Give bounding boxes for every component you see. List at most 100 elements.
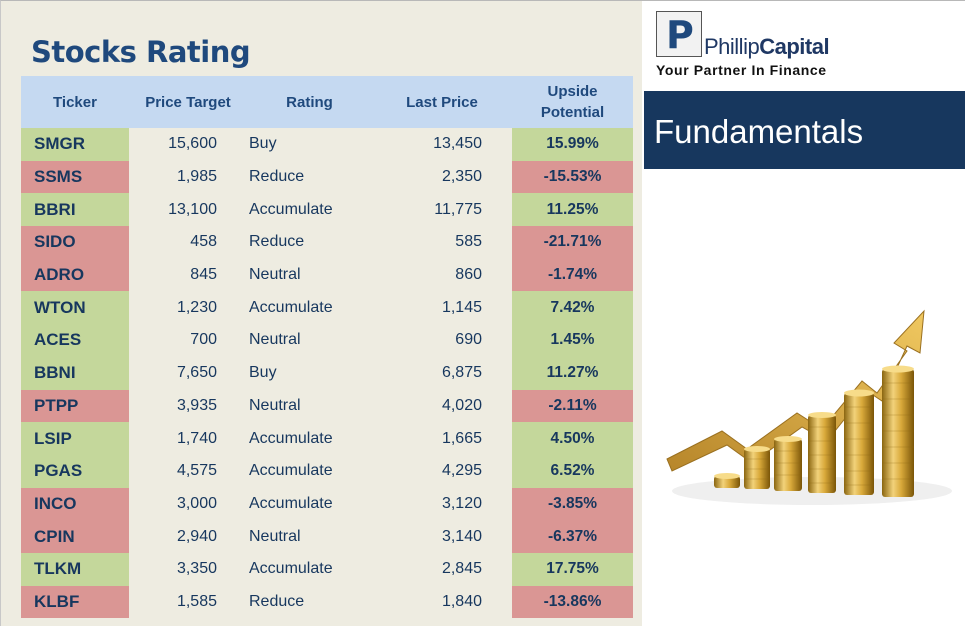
last-price-cell: 860 <box>455 266 482 284</box>
upside-potential-cell: -6.37% <box>512 520 633 553</box>
table-row: BBNI 7,650 Buy 6,875 11.27% <box>21 356 633 390</box>
rating-cell: Accumulate <box>249 494 333 512</box>
price-target-cell: 1,740 <box>176 429 217 447</box>
ticker-cell: SIDO <box>21 226 129 259</box>
logo-letter: P <box>666 13 694 57</box>
last-price-cell: 1,665 <box>441 429 482 447</box>
ticker-cell: SMGR <box>21 128 129 161</box>
rating-cell: Neutral <box>249 396 301 414</box>
phillipcapital-logo: P <box>656 11 702 57</box>
coin-stacks <box>714 365 914 497</box>
table-body: SMGR 15,600 Buy 13,450 15.99% SSMS 1,985 Reduce… <box>21 128 633 619</box>
header-rating: Rating <box>247 76 372 128</box>
last-price-cell: 2,350 <box>441 168 482 186</box>
table-row: CPIN 2,940 Neutral 3,140 -6.37% <box>21 520 633 553</box>
ticker-cell: INCO <box>21 487 129 521</box>
page-title: Stocks Rating <box>31 35 251 69</box>
price-target-cell: 13,100 <box>168 200 217 218</box>
rating-cell: Accumulate <box>249 429 333 447</box>
upside-potential-cell: 4.50% <box>512 422 633 455</box>
table-row: PGAS 4,575 Accumulate 4,295 6.52% <box>21 454 633 488</box>
table-row: SIDO 458 Reduce 585 -21.71% <box>21 226 633 259</box>
ticker-cell: BBRI <box>21 193 129 227</box>
ticker-cell: ACES <box>21 324 129 357</box>
rating-cell: Neutral <box>249 331 301 349</box>
price-target-cell: 700 <box>190 331 217 349</box>
table-header-row: Ticker Price Target Rating Last Price Up… <box>21 76 633 128</box>
price-target-cell: 2,940 <box>176 527 217 545</box>
table-row: ACES 700 Neutral 690 1.45% <box>21 324 633 357</box>
last-price-cell: 11,775 <box>434 200 482 218</box>
last-price-cell: 1,145 <box>441 298 482 316</box>
ticker-cell: PGAS <box>21 454 129 488</box>
price-target-cell: 3,935 <box>176 396 217 414</box>
table-row: WTON 1,230 Accumulate 1,145 7.42% <box>21 291 633 325</box>
table-row: LSIP 1,740 Accumulate 1,665 4.50% <box>21 422 633 455</box>
rating-cell: Accumulate <box>249 200 333 218</box>
upside-potential-cell: 11.25% <box>512 193 633 227</box>
last-price-cell: 585 <box>455 233 482 251</box>
ticker-cell: ADRO <box>21 258 129 292</box>
brand-name: PhillipCapital <box>704 34 830 60</box>
upside-potential-cell: -1.74% <box>512 258 633 292</box>
stocks-rating-table: Ticker Price Target Rating Last Price Up… <box>21 76 633 619</box>
brand-name-part1: Phillip <box>704 34 760 59</box>
upside-potential-cell: -2.11% <box>512 389 633 423</box>
rating-cell: Reduce <box>249 233 305 251</box>
header-last-price: Last Price <box>372 76 512 128</box>
upside-potential-cell: -21.71% <box>512 226 633 259</box>
growth-arrow-coins-icon <box>666 309 952 505</box>
fundamentals-banner: Fundamentals <box>644 91 965 169</box>
last-price-cell: 4,295 <box>441 462 482 480</box>
header-ticker: Ticker <box>21 76 129 128</box>
upside-potential-cell: 7.42% <box>512 291 633 325</box>
rating-cell: Accumulate <box>249 462 333 480</box>
last-price-cell: 3,120 <box>441 494 482 512</box>
upside-potential-cell: 1.45% <box>512 324 633 357</box>
upside-potential-cell: -3.85% <box>512 487 633 521</box>
rating-cell: Buy <box>249 364 277 382</box>
rating-cell: Accumulate <box>249 560 333 578</box>
ticker-cell: CPIN <box>21 520 129 553</box>
rating-cell: Neutral <box>249 527 301 545</box>
price-target-cell: 3,000 <box>176 494 217 512</box>
last-price-cell: 4,020 <box>441 396 482 414</box>
last-price-cell: 6,875 <box>441 364 482 382</box>
price-target-cell: 15,600 <box>168 135 217 153</box>
price-target-cell: 845 <box>190 266 217 284</box>
ticker-cell: LSIP <box>21 422 129 455</box>
table-row: BBRI 13,100 Accumulate 11,775 11.25% <box>21 193 633 227</box>
table-row: PTPP 3,935 Neutral 4,020 -2.11% <box>21 389 633 423</box>
upside-potential-cell: 15.99% <box>512 128 633 161</box>
side-panel: P PhillipCapital Your Partner In Finance… <box>642 0 965 626</box>
ticker-cell: TLKM <box>21 552 129 586</box>
last-price-cell: 3,140 <box>441 527 482 545</box>
rating-cell: Neutral <box>249 266 301 284</box>
rating-cell: Accumulate <box>249 298 333 316</box>
price-target-cell: 458 <box>190 233 217 251</box>
table-row: KLBF 1,585 Reduce 1,840 -13.86% <box>21 585 633 619</box>
last-price-cell: 1,840 <box>441 592 482 610</box>
ticker-cell: WTON <box>21 291 129 325</box>
brand-name-part2: Capital <box>759 34 830 59</box>
table-row: SMGR 15,600 Buy 13,450 15.99% <box>21 128 633 161</box>
table-row: INCO 3,000 Accumulate 3,120 -3.85% <box>21 487 633 521</box>
table-row: SSMS 1,985 Reduce 2,350 -15.53% <box>21 160 633 194</box>
ticker-cell: BBNI <box>21 356 129 390</box>
price-target-cell: 4,575 <box>176 462 217 480</box>
header-price-target: Price Target <box>129 76 247 128</box>
last-price-cell: 690 <box>455 331 482 349</box>
ticker-cell: KLBF <box>21 585 129 619</box>
price-target-cell: 1,985 <box>176 168 217 186</box>
upside-potential-cell: 6.52% <box>512 454 633 488</box>
last-price-cell: 13,450 <box>433 135 482 153</box>
price-target-cell: 1,230 <box>176 298 217 316</box>
rating-cell: Buy <box>249 135 277 153</box>
upside-potential-cell: -15.53% <box>512 160 633 194</box>
header-upside-line2: Potential <box>540 104 605 121</box>
banner-title: Fundamentals <box>654 113 864 150</box>
price-target-cell: 3,350 <box>176 560 217 578</box>
ticker-cell: PTPP <box>21 389 129 423</box>
header-upside-line1: Upside <box>547 83 598 100</box>
upside-potential-cell: -13.86% <box>512 585 633 619</box>
